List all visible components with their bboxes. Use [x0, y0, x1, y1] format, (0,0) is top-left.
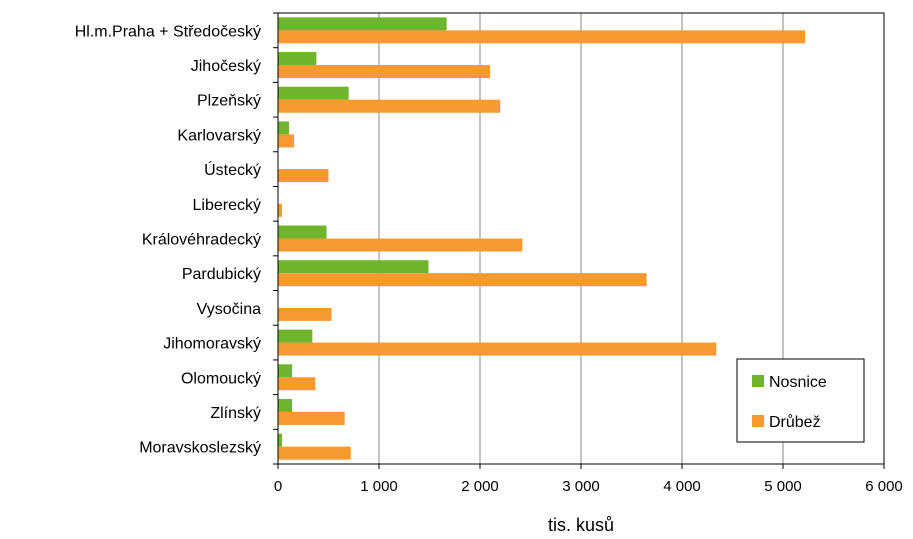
x-tick-label: 5 000: [764, 478, 802, 495]
bars: [278, 17, 806, 460]
bar-nosnice-pardubicky: [278, 260, 429, 274]
category-label-jihomoravsky: Jihomoravský: [163, 336, 261, 353]
category-label-kralovehradecky: Královéhradecký: [142, 232, 261, 249]
bar-drubez-olomoucky: [278, 377, 316, 391]
category-label-moravskoslezsky: Moravskoslezský: [139, 440, 261, 457]
bar-drubez-pardubicky: [278, 273, 647, 287]
category-label-plzensky: Plzeňský: [197, 93, 261, 110]
category-label-hl-m-praha-stredocesky: Hl.m.Praha + Středočeský: [75, 23, 261, 40]
bar-drubez-karlovarsky: [278, 134, 295, 148]
bar-drubez-jihomoravsky: [278, 342, 717, 356]
legend: Nosnice Drůbež: [736, 358, 865, 443]
bar-drubez-kralovehradecky: [278, 238, 523, 252]
bar-nosnice-zlinsky: [278, 398, 293, 412]
bar-drubez-liberecky: [278, 203, 283, 217]
bar-nosnice-kralovehradecky: [278, 225, 327, 239]
x-tick-label: 3 000: [562, 478, 600, 495]
bar-drubez-hl-m-praha-stredocesky: [278, 30, 806, 44]
x-axis-title: tis. kusů: [548, 515, 614, 535]
x-tick-label: 0: [274, 478, 282, 495]
bar-nosnice-jihocesky: [278, 52, 317, 66]
bar-drubez-moravskoslezsky: [278, 446, 351, 460]
bar-drubez-plzensky: [278, 99, 501, 113]
bar-drubez-vysocina: [278, 307, 332, 321]
category-label-pardubicky: Pardubický: [182, 266, 261, 283]
category-label-jihocesky: Jihočeský: [191, 58, 261, 75]
x-tick-labels: 0 1 000 2 000 3 000 4 000 5 000 6 000: [274, 478, 903, 495]
legend-swatch-drubez: [752, 415, 764, 427]
bar-nosnice-olomoucky: [278, 364, 293, 378]
axes: [273, 12, 885, 469]
x-tick-label: 6 000: [865, 478, 903, 495]
category-label-olomoucky: Olomoucký: [181, 370, 261, 387]
bar-drubez-ustecky: [278, 169, 329, 183]
legend-label-drubez: Drůbež: [769, 413, 821, 431]
x-tick-label: 2 000: [461, 478, 499, 495]
bar-drubez-jihocesky: [278, 65, 491, 79]
bar-nosnice-plzensky: [278, 86, 349, 100]
category-label-ustecky: Ústecký: [204, 160, 261, 179]
category-label-karlovarsky: Karlovarský: [177, 127, 261, 144]
legend-label-nosnice: Nosnice: [769, 374, 827, 391]
legend-swatch-nosnice: [752, 375, 764, 387]
category-label-zlinsky: Zlínský: [210, 405, 261, 422]
bar-drubez-zlinsky: [278, 411, 345, 425]
bar-nosnice-karlovarsky: [278, 121, 290, 135]
category-label-vysocina: Vysočina: [197, 301, 261, 318]
legend-box: [736, 358, 865, 443]
bar-nosnice-jihomoravsky: [278, 329, 313, 343]
bar-nosnice-moravskoslezsky: [278, 433, 283, 447]
category-labels: Hl.m.Praha + Středočeský Jihočeský Plzeňsk…: [75, 23, 261, 456]
bar-nosnice-hl-m-praha-stredocesky: [278, 17, 447, 31]
category-label-liberecky: Liberecký: [193, 197, 261, 214]
x-tick-label: 1 000: [360, 478, 398, 495]
x-tick-label: 4 000: [663, 478, 701, 495]
